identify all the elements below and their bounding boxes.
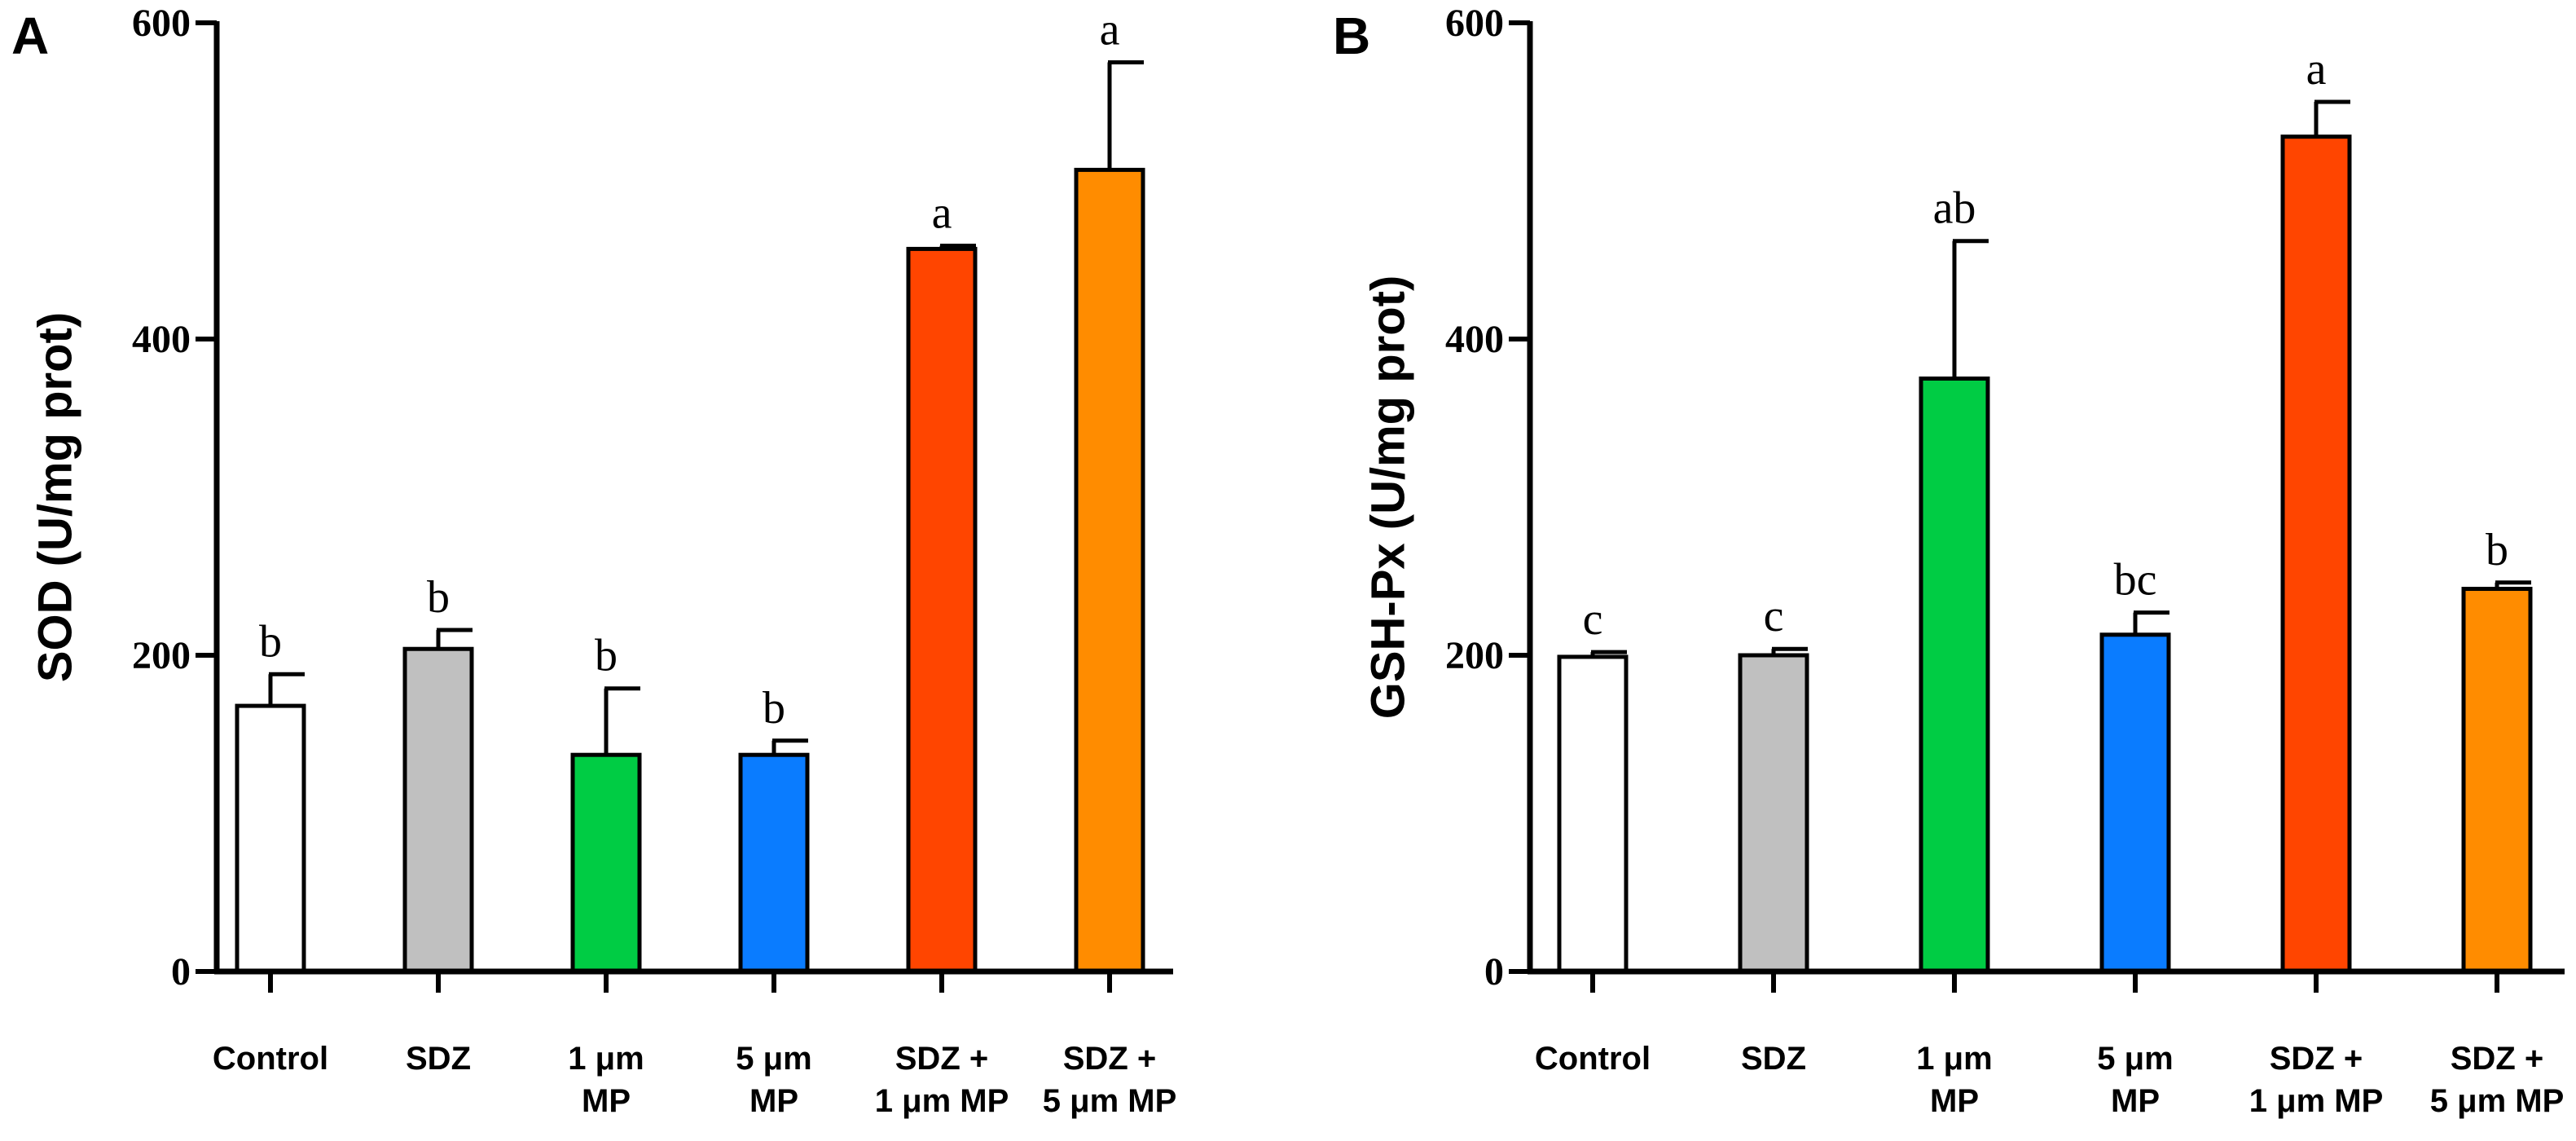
y-tick-label: 200: [132, 634, 191, 677]
bar: [235, 703, 306, 974]
category-label: 1 μm MP: [568, 1041, 644, 1119]
significance-label: b: [259, 616, 282, 667]
y-tick-label: 0: [1484, 950, 1504, 993]
significance-label: a: [932, 188, 952, 239]
category-label-line: SDZ +: [1063, 1041, 1156, 1077]
category-label-line: 1 μm: [1916, 1041, 1992, 1077]
category-label-line: SDZ: [406, 1041, 471, 1077]
panel-letter: B: [1333, 7, 1370, 65]
significance-label: a: [1100, 5, 1120, 55]
bar: [738, 752, 810, 974]
y-axis-title: GSH-Px (U/mg prot): [1361, 275, 1414, 720]
category-label-line: MP: [750, 1083, 798, 1119]
y-tick-label: 400: [1445, 318, 1504, 361]
y-tick-label: 600: [1445, 2, 1504, 45]
y-tick-label: 400: [132, 318, 191, 361]
category-label: 5 μm MP: [736, 1041, 811, 1119]
bar: [402, 646, 474, 974]
bar: [1074, 167, 1145, 974]
category-label-line: 1 μm MP: [875, 1083, 1009, 1119]
category-label: SDZ + 5 μm MP: [2430, 1041, 2565, 1119]
category-label-line: 1 μm MP: [2249, 1083, 2384, 1119]
category-label: 1 μm MP: [1916, 1041, 1992, 1119]
category-label-line: 5 μm MP: [1043, 1083, 1177, 1119]
category-label: Control: [213, 1041, 328, 1077]
category-label: SDZ + 1 μm MP: [875, 1041, 1009, 1119]
y-tick-label: 0: [171, 950, 191, 993]
category-label: SDZ: [406, 1041, 471, 1077]
bar: [1919, 377, 1990, 974]
category-label: SDZ: [1741, 1041, 1806, 1077]
significance-label: ab: [1933, 183, 1976, 234]
category-label-line: SDZ +: [895, 1041, 988, 1077]
category-label-line: SDZ +: [2451, 1041, 2543, 1077]
category-label: SDZ + 1 μm MP: [2249, 1041, 2384, 1119]
significance-label: c: [1583, 594, 1603, 645]
category-label: Control: [1535, 1041, 1651, 1077]
category-label-line: MP: [1930, 1083, 1979, 1119]
bar: [906, 246, 978, 974]
category-label-line: MP: [2111, 1083, 2160, 1119]
bar: [570, 752, 642, 974]
category-label-line: Control: [213, 1041, 328, 1077]
category-label-line: SDZ: [1741, 1041, 1806, 1077]
significance-label: b: [763, 683, 785, 734]
panel-letter: A: [11, 7, 49, 65]
bar: [2461, 587, 2533, 974]
category-label-line: 5 μm: [2097, 1041, 2173, 1077]
bar: [2099, 632, 2171, 974]
category-label: 5 μm MP: [2097, 1041, 2173, 1119]
category-label: SDZ + 5 μm MP: [1043, 1041, 1177, 1119]
category-label-line: 5 μm: [736, 1041, 811, 1077]
significance-label: a: [2306, 44, 2327, 95]
category-label-line: Control: [1535, 1041, 1651, 1077]
category-label-line: 5 μm MP: [2430, 1083, 2565, 1119]
bar: [1557, 654, 1629, 974]
y-tick-label: 200: [1445, 634, 1504, 677]
significance-label: b: [427, 572, 450, 623]
significance-label: bc: [2114, 555, 2157, 606]
y-tick-label: 600: [132, 2, 191, 45]
category-label-line: 1 μm: [568, 1041, 644, 1077]
significance-label: b: [595, 631, 618, 681]
category-label-line: SDZ +: [2270, 1041, 2363, 1077]
category-label-line: MP: [582, 1083, 631, 1119]
significance-label: b: [2486, 525, 2508, 575]
y-axis-title: SOD (U/mg prot): [29, 312, 81, 682]
panel-a: A SOD (U/mg prot) b Control b SDZ b 1 μm MP b 5 μm…: [11, 2, 1176, 1119]
bar: [2280, 134, 2352, 974]
significance-label: c: [1764, 591, 1784, 641]
bar: [1738, 653, 1809, 974]
